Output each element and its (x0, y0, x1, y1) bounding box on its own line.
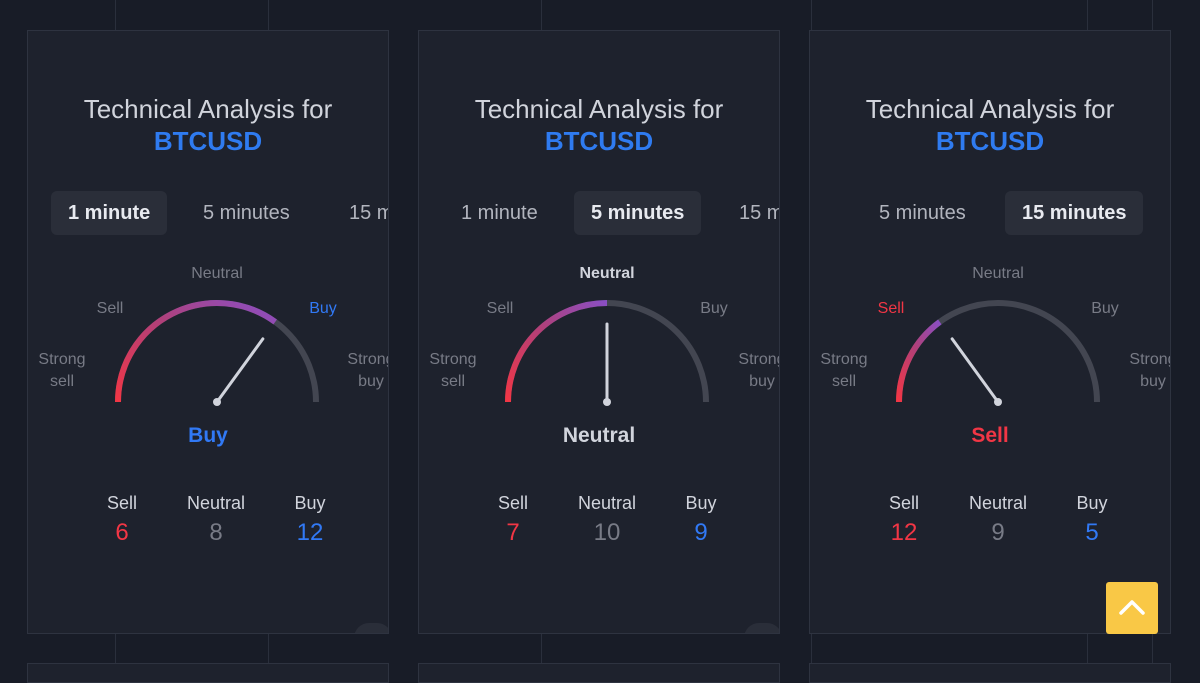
gauge-label-strong-sell: Strong sell (820, 351, 868, 390)
gauge-needle-hub (994, 398, 1002, 406)
tab-5-minutes[interactable]: 5 minutes (879, 202, 966, 224)
tab-1-minute[interactable]: 1 minute (51, 191, 168, 235)
gauge-needle-hub (213, 398, 221, 406)
gauge-label-strong-buy: Strong buy (347, 351, 388, 390)
gauge-fill (505, 300, 608, 403)
rating-verdict: Buy (188, 424, 228, 447)
buy-count: Buy 5 (1076, 493, 1108, 546)
symbol-link[interactable]: BTCUSD (544, 126, 654, 156)
gauge-needle-hub (603, 398, 611, 406)
rating-verdict: Sell (971, 424, 1009, 447)
gauge-label-strong-sell: Strong sell (429, 351, 477, 390)
gauge-label-buy: Buy (700, 300, 728, 317)
widget-title: Technical Analysis for BTCUSD (810, 93, 1170, 157)
gauge-label-neutral: Neutral (579, 265, 635, 282)
gauge-needle (950, 337, 1000, 404)
tradingview-logo[interactable]: 17 (744, 623, 779, 633)
neutral-count: Neutral 9 (968, 493, 1028, 546)
tradingview-logo[interactable]: 17 (354, 623, 388, 633)
chevron-up-icon (1119, 600, 1145, 615)
tab-1-minute[interactable]: 1 minute (461, 202, 538, 224)
tab-15-minutes[interactable]: 15 m (739, 202, 780, 224)
gauge-label-strong-buy: Strong buy (1129, 351, 1170, 390)
widget-title: Technical Analysis for BTCUSD (28, 93, 388, 157)
neutral-count: Neutral 10 (577, 493, 637, 546)
next-widget-card (809, 663, 1171, 683)
rating-gauge (115, 300, 319, 406)
tab-15-minutes[interactable]: 15 minutes (1005, 191, 1144, 235)
rating-gauge (896, 300, 1100, 406)
gauge-label-sell: Sell (877, 300, 905, 317)
gauge-label-buy: Buy (309, 300, 337, 317)
gauge-label-neutral: Neutral (191, 265, 243, 282)
gauge-label-strong-buy: Strong buy (738, 351, 779, 390)
rating-verdict: Neutral (562, 424, 636, 447)
neutral-count: Neutral 8 (186, 493, 246, 546)
technical-analysis-widget: Technical Analysis for BTCUSD 5 minutes … (809, 30, 1171, 634)
gauge-fill (115, 300, 277, 403)
gauge-label-sell: Sell (96, 300, 124, 317)
gauge-label-neutral: Neutral (972, 265, 1024, 282)
gauge-track (115, 300, 319, 403)
buy-count: Buy 9 (685, 493, 717, 546)
buy-count: Buy 12 (294, 493, 326, 546)
gauge-label-sell: Sell (486, 300, 514, 317)
scroll-to-top-button[interactable] (1106, 582, 1158, 634)
gauge-needle (215, 337, 265, 404)
widget-title: Technical Analysis for BTCUSD (419, 93, 779, 157)
sell-count: Sell 12 (888, 493, 919, 546)
tab-5-minutes[interactable]: 5 minutes (203, 202, 290, 224)
gauge-label-buy: Buy (1091, 300, 1119, 317)
sell-count: Sell 6 (106, 493, 137, 546)
tab-5-minutes[interactable]: 5 minutes (574, 191, 702, 235)
next-widget-card (418, 663, 780, 683)
gauge-label-strong-sell: Strong sell (38, 351, 86, 390)
next-widget-card (27, 663, 389, 683)
rating-gauge (505, 300, 709, 406)
gauge-track (896, 300, 1100, 403)
symbol-link[interactable]: BTCUSD (153, 126, 263, 156)
technical-analysis-widget: Technical Analysis for BTCUSD 1 minute 5… (418, 30, 780, 634)
tab-15-minutes[interactable]: 15 m (349, 202, 388, 224)
sell-count: Sell 7 (497, 493, 528, 546)
symbol-link[interactable]: BTCUSD (935, 126, 1045, 156)
gauge-fill (896, 319, 942, 403)
technical-analysis-widget: Technical Analysis for BTCUSD 1 minute 5… (27, 30, 389, 634)
